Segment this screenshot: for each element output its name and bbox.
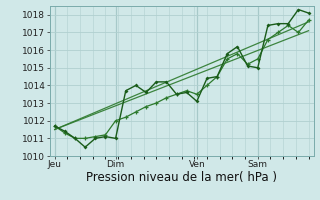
X-axis label: Pression niveau de la mer( hPa ): Pression niveau de la mer( hPa ) <box>86 171 277 184</box>
